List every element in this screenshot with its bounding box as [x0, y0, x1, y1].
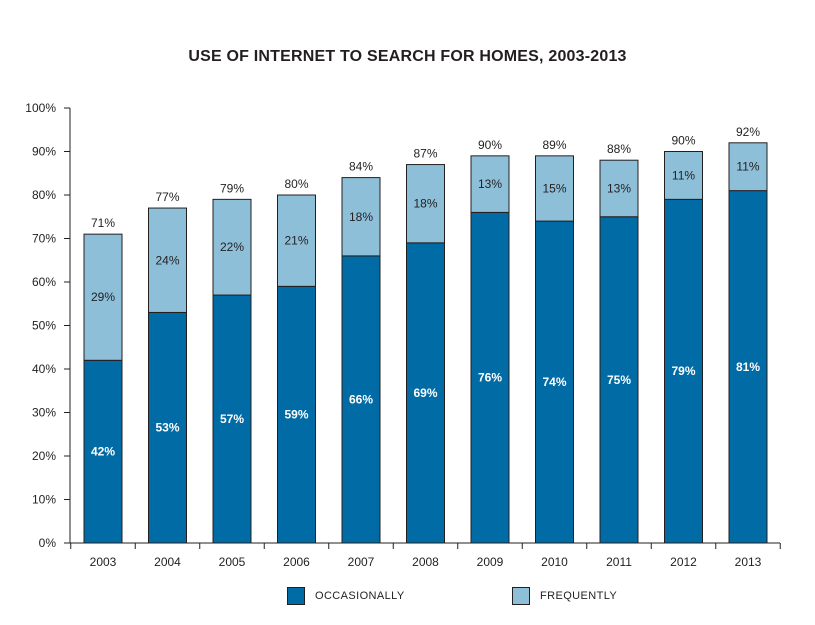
data-label-occasionally: 75%: [607, 373, 631, 387]
total-label: 88%: [607, 142, 631, 156]
y-tick-label: 40%: [32, 362, 56, 376]
x-tick-label: 2008: [412, 555, 439, 569]
data-label-occasionally: 66%: [349, 392, 373, 406]
data-label-occasionally: 59%: [284, 408, 308, 422]
y-tick-label: 100%: [25, 101, 56, 115]
x-tick-label: 2010: [541, 555, 568, 569]
y-tick-label: 30%: [32, 406, 56, 420]
data-label-frequently: 22%: [220, 240, 244, 254]
y-tick-label: 60%: [32, 275, 56, 289]
y-tick-label: 70%: [32, 232, 56, 246]
data-label-occasionally: 81%: [736, 360, 760, 374]
data-label-occasionally: 42%: [91, 445, 115, 459]
x-tick-label: 2005: [219, 555, 246, 569]
bar-frequently-2010: [535, 155, 574, 222]
bar-occasionally-2009: [470, 211, 510, 544]
bar-frequently-2011: [599, 159, 639, 218]
data-label-frequently: 11%: [672, 168, 695, 182]
legend-item-frequently: FREQUENTLY: [512, 586, 617, 606]
bar-frequently-2009: [470, 155, 510, 213]
data-label-frequently: 18%: [349, 210, 373, 224]
y-tick-label: 20%: [32, 449, 56, 463]
bar-frequently-2007: [341, 177, 381, 257]
data-label-frequently: 24%: [155, 253, 179, 267]
bar-occasionally-2013: [728, 190, 768, 544]
data-label-frequently: 15%: [542, 181, 566, 195]
data-label-frequently: 29%: [91, 290, 115, 304]
x-tick-label: 2007: [348, 555, 375, 569]
data-label-frequently: 11%: [736, 160, 759, 174]
total-label: 77%: [155, 190, 179, 204]
legend-swatch-occasionally: [287, 587, 305, 605]
data-label-occasionally: 53%: [155, 421, 179, 435]
data-label-occasionally: 74%: [542, 375, 566, 389]
x-tick-label: 2003: [90, 555, 117, 569]
bar-frequently-2008: [406, 164, 445, 244]
legend-label-occasionally: OCCASIONALLY: [315, 590, 405, 602]
data-label-occasionally: 79%: [671, 364, 695, 378]
legend-swatch-frequently: [512, 587, 530, 605]
data-label-frequently: 21%: [284, 234, 308, 248]
bar-occasionally-2012: [664, 198, 703, 544]
legend-item-occasionally: OCCASIONALLY: [287, 586, 405, 606]
total-label: 87%: [413, 147, 437, 161]
data-label-frequently: 13%: [607, 181, 631, 195]
bar-frequently-2012: [664, 151, 703, 200]
bar-frequently-2006: [277, 194, 316, 287]
total-label: 80%: [284, 177, 308, 191]
total-label: 92%: [736, 125, 760, 139]
y-tick-label: 0%: [39, 536, 57, 550]
total-label: 84%: [349, 160, 373, 174]
data-label-frequently: 13%: [478, 177, 502, 191]
data-label-frequently: 18%: [413, 197, 437, 211]
total-label: 71%: [91, 216, 115, 230]
bar-frequently-2004: [148, 207, 187, 313]
bar-occasionally-2007: [341, 255, 381, 544]
y-tick-label: 90%: [32, 145, 56, 159]
bar-occasionally-2008: [406, 242, 445, 544]
data-label-occasionally: 69%: [413, 386, 437, 400]
x-tick-label: 2009: [477, 555, 504, 569]
y-tick-label: 80%: [32, 188, 56, 202]
total-label: 79%: [220, 181, 244, 195]
bar-occasionally-2010: [535, 220, 574, 544]
y-tick-label: 10%: [32, 493, 56, 507]
x-tick-label: 2012: [670, 555, 697, 569]
x-tick-label: 2013: [735, 555, 762, 569]
total-label: 90%: [478, 138, 502, 152]
bar-occasionally-2005: [212, 294, 252, 544]
bar-frequently-2005: [212, 198, 252, 296]
total-label: 89%: [542, 138, 566, 152]
data-label-occasionally: 57%: [220, 412, 244, 426]
bar-occasionally-2006: [277, 285, 316, 544]
bar-occasionally-2011: [599, 216, 639, 544]
legend-label-frequently: FREQUENTLY: [540, 590, 618, 602]
data-label-occasionally: 76%: [478, 371, 502, 385]
chart-title: USE OF INTERNET TO SEARCH FOR HOMES, 200…: [188, 48, 627, 65]
bar-occasionally-2004: [148, 311, 187, 544]
y-tick-label: 50%: [32, 319, 56, 333]
total-label: 90%: [671, 134, 695, 148]
bar-frequently-2013: [728, 142, 768, 192]
bar-frequently-2003: [83, 233, 123, 361]
x-tick-label: 2006: [283, 555, 310, 569]
x-tick-label: 2011: [606, 555, 632, 569]
x-tick-label: 2004: [154, 555, 181, 569]
